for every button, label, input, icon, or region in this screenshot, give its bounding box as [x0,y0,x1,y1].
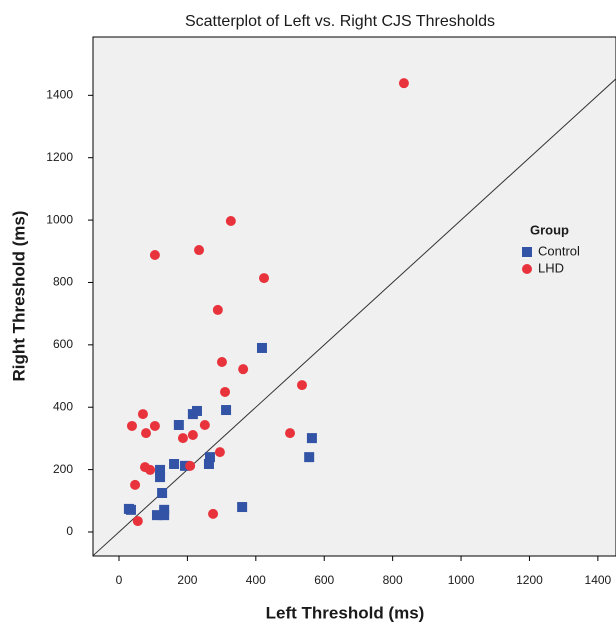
legend-label: Control [538,243,580,258]
x-tick-label: 600 [314,573,334,587]
point [214,447,225,458]
point [398,78,409,89]
y-tick-label: 0 [66,524,73,538]
point [285,428,296,439]
y-tick-label: 1200 [46,150,73,164]
point [237,502,248,513]
legend-label: LHD [538,260,564,275]
point [132,516,143,527]
x-tick-label: 200 [177,573,197,587]
point [212,304,223,315]
x-tick-label: 800 [383,573,403,587]
legend-marker [522,247,532,257]
x-axis-title: Left Threshold (ms) [266,603,425,622]
point [159,504,170,515]
x-tick-label: 1200 [516,573,543,587]
point [191,405,202,416]
chart-title: Scatterplot of Left vs. Right CJS Thresh… [185,13,495,30]
y-tick-label: 600 [53,337,73,351]
point [157,487,168,498]
y-tick-label: 800 [53,275,73,289]
point [141,428,152,439]
point [220,386,231,397]
y-tick-label: 200 [53,462,73,476]
legend-title: Group [530,222,569,237]
point [238,364,249,375]
point [155,472,166,483]
point [126,420,137,431]
point [155,464,166,475]
point [185,460,196,471]
legend-marker [522,264,532,274]
y-tick-label: 400 [53,399,73,413]
point [194,245,205,256]
x-tick-label: 0 [116,573,123,587]
point [225,216,236,227]
point [145,464,156,475]
point [216,356,227,367]
point [304,452,315,463]
point [169,458,180,469]
y-tick-label: 1400 [46,87,73,101]
point [306,433,317,444]
point [149,420,160,431]
point [204,452,215,463]
point [151,510,162,521]
point [203,458,214,469]
point [259,273,270,284]
y-tick-label: 1000 [46,212,73,226]
point [173,420,184,431]
point [177,433,188,444]
point [221,405,232,416]
point [296,380,307,391]
y-axis-title: Right Threshold (ms) [9,211,28,382]
point [125,504,136,515]
point [137,409,148,420]
x-tick-label: 1400 [585,573,612,587]
point [159,510,170,521]
point [187,429,198,440]
point [180,460,191,471]
point [256,342,267,353]
point [199,420,210,431]
x-tick-label: 400 [246,573,266,587]
identity-line [92,78,616,557]
x-tick-label: 1000 [448,573,475,587]
point [149,250,160,261]
point [130,479,141,490]
point [208,508,219,519]
plot-area [92,36,616,557]
